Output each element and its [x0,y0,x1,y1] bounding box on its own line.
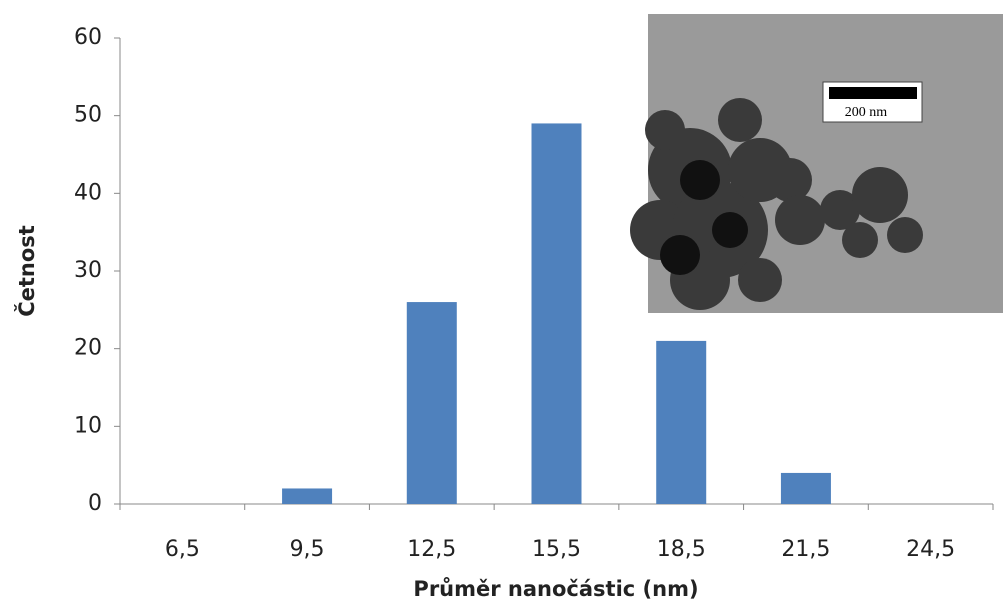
bar [407,302,457,504]
y-tick-label: 30 [74,258,102,283]
x-tick-label: 21,5 [781,537,830,562]
y-tick-label: 20 [74,336,102,361]
x-axis-title: Průměr nanočástic (nm) [413,577,698,601]
inset-image: 200 nm [630,14,1003,313]
y-tick-label: 50 [74,103,102,128]
scale-bar-label: 200 nm [845,105,888,120]
x-tick-label: 6,5 [165,537,200,562]
bar [656,341,706,504]
y-axis-title: Četnost [14,225,39,317]
x-tick-label: 24,5 [906,537,955,562]
y-tick-label: 60 [74,25,102,50]
bar [781,473,831,504]
scale-bar [829,87,917,99]
y-tick-label: 10 [74,413,102,438]
x-tick-label: 15,5 [532,537,581,562]
x-tick-label: 12,5 [407,537,456,562]
y-tick-label: 40 [74,180,102,205]
chart: Průměr nanočástic (nm) Četnost 0 10 20 30 40… [0,0,1003,608]
bar [282,488,332,504]
y-tick-label: 0 [88,491,102,516]
x-tick-label: 18,5 [657,537,706,562]
x-tick-label: 9,5 [290,537,325,562]
bar [532,123,582,504]
